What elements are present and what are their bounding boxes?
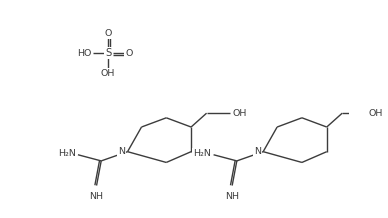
Text: OH: OH [101,69,115,78]
Text: N: N [254,147,261,156]
Text: O: O [104,29,112,37]
Text: NH: NH [225,192,239,201]
Text: OH: OH [233,109,247,118]
Text: HO: HO [78,49,92,58]
Text: O: O [125,49,133,58]
Text: S: S [105,48,111,58]
Text: H₂N: H₂N [58,149,76,158]
Text: N: N [118,147,125,156]
Text: H₂N: H₂N [193,149,211,158]
Text: NH: NH [90,192,104,201]
Text: OH: OH [369,109,383,118]
